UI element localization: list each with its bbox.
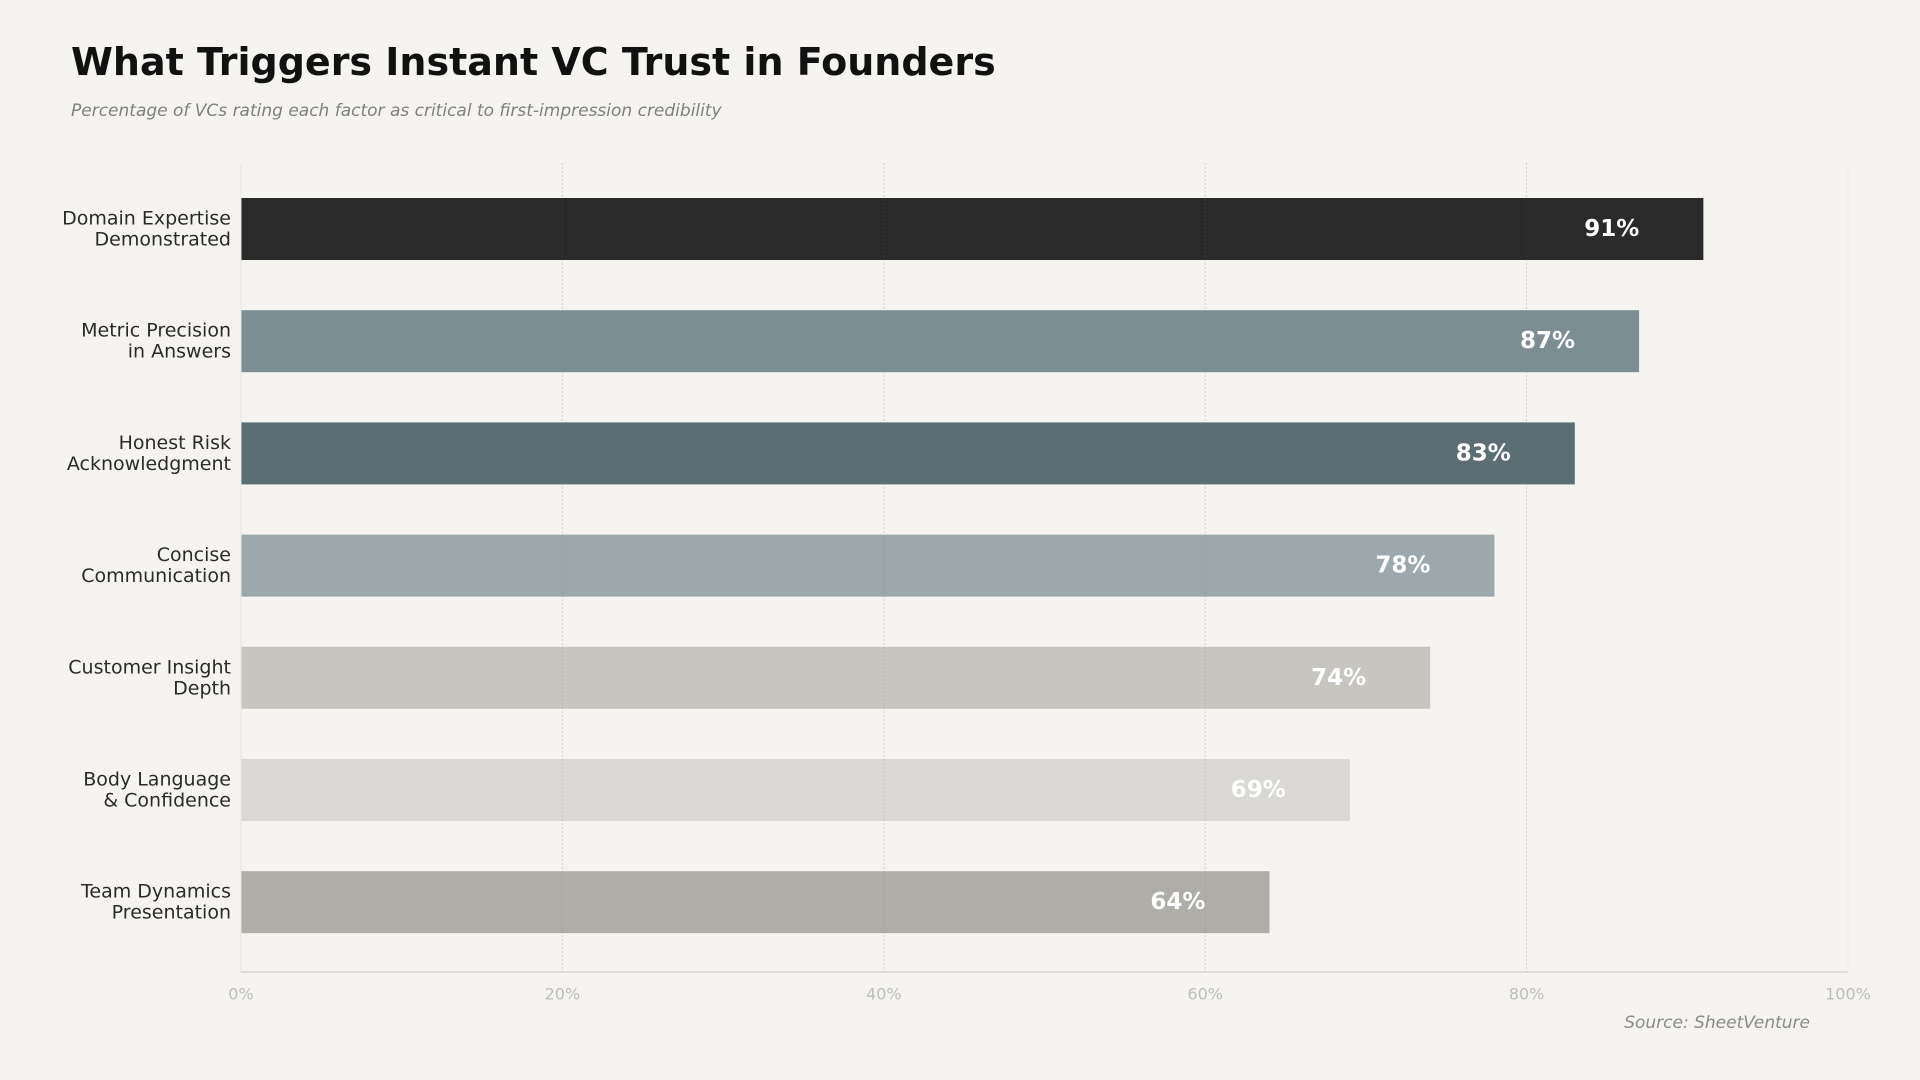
bar-5 (241, 759, 1350, 821)
bar-0 (241, 198, 1704, 260)
category-label-5: Body Language & Confidence (83, 769, 231, 812)
chart-title: What Triggers Instant VC Trust in Founde… (71, 40, 996, 84)
category-label-4: Customer Insight Depth (68, 656, 231, 699)
x-tick-label-4: 80% (1509, 985, 1545, 1004)
x-tick-label-0: 0% (228, 985, 253, 1004)
value-label-6: 64% (1150, 889, 1205, 915)
chart-subtitle: Percentage of VCs rating each factor as … (71, 101, 722, 121)
category-label-1: Metric Precision in Answers (81, 320, 231, 363)
value-label-2: 83% (1456, 440, 1511, 466)
category-label-2: Honest Risk Acknowledgment (67, 432, 231, 475)
category-label-0: Domain Expertise Demonstrated (62, 208, 231, 251)
value-label-4: 74% (1311, 665, 1366, 691)
bar-1 (241, 310, 1640, 373)
bar-6 (241, 871, 1270, 934)
x-tick-label-2: 40% (866, 985, 902, 1004)
x-tick-label-5: 100% (1825, 985, 1871, 1004)
x-tick-label-1: 20% (545, 985, 581, 1004)
category-label-3: Concise Communication (81, 544, 231, 587)
value-label-5: 69% (1231, 777, 1286, 803)
value-label-1: 87% (1520, 328, 1575, 354)
value-label-0: 91% (1584, 216, 1639, 242)
bar-2 (241, 422, 1575, 485)
source-note: Source: SheetVenture (1624, 1013, 1810, 1033)
value-label-3: 78% (1375, 553, 1430, 579)
bar-4 (241, 646, 1431, 709)
x-tick-label-3: 60% (1187, 985, 1223, 1004)
bar-3 (241, 534, 1495, 597)
category-label-6: Team Dynamics Presentation (80, 881, 231, 924)
